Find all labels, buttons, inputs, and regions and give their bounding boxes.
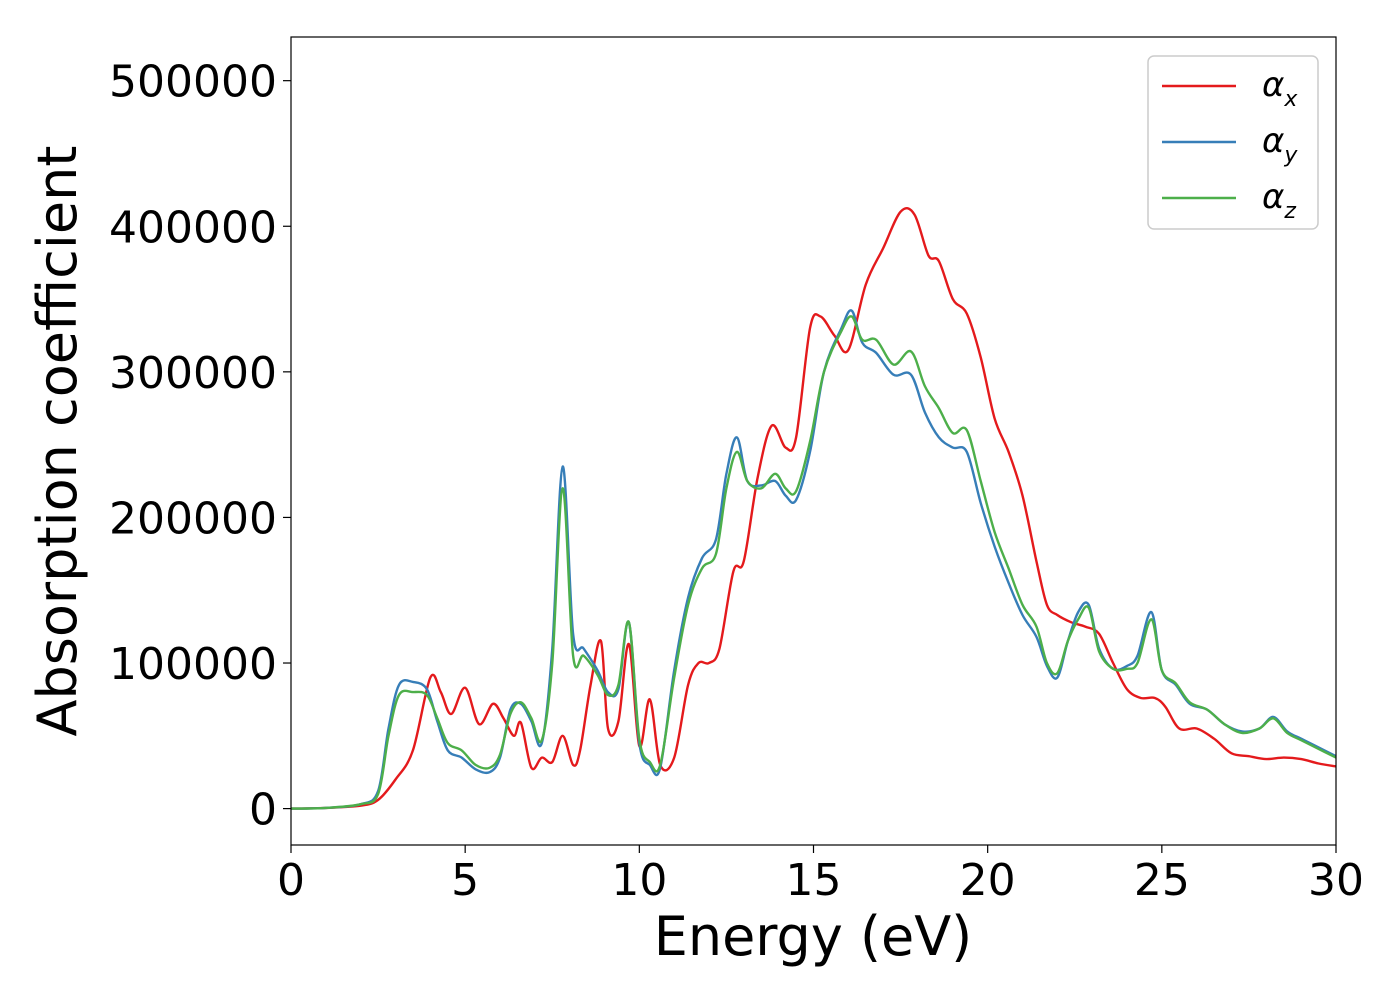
x-axis-label: Energy (eV) (654, 905, 973, 968)
y-axis-ticks: 0 100000 200000 300000 400000 500000 (109, 57, 291, 836)
series-line-x (290, 207, 1337, 810)
series-line-z (290, 315, 1337, 810)
y-tick-label: 300000 (109, 348, 277, 399)
y-tick-label: 500000 (109, 57, 277, 108)
y-tick-label: 100000 (109, 639, 277, 690)
x-tick-label: 0 (277, 855, 305, 906)
x-axis-ticks: 0 5 10 15 20 25 30 (277, 845, 1364, 906)
x-tick-label: 15 (786, 855, 842, 906)
y-axis-label: Absorption coefficient (26, 146, 89, 737)
y-tick-label: 200000 (109, 493, 277, 544)
series-layer (290, 207, 1337, 810)
legend-label-y: αy (1262, 121, 1298, 168)
x-tick-label: 25 (1134, 855, 1190, 906)
y-tick-label: 0 (249, 785, 277, 836)
legend-label-z: αz (1262, 177, 1296, 224)
x-tick-label: 10 (611, 855, 667, 906)
x-tick-label: 5 (451, 855, 479, 906)
x-tick-label: 30 (1308, 855, 1364, 906)
x-tick-label: 20 (960, 855, 1016, 906)
y-tick-label: 400000 (109, 202, 277, 253)
legend: αx αy αz (1147, 55, 1319, 230)
legend-label-x: αx (1262, 65, 1298, 112)
